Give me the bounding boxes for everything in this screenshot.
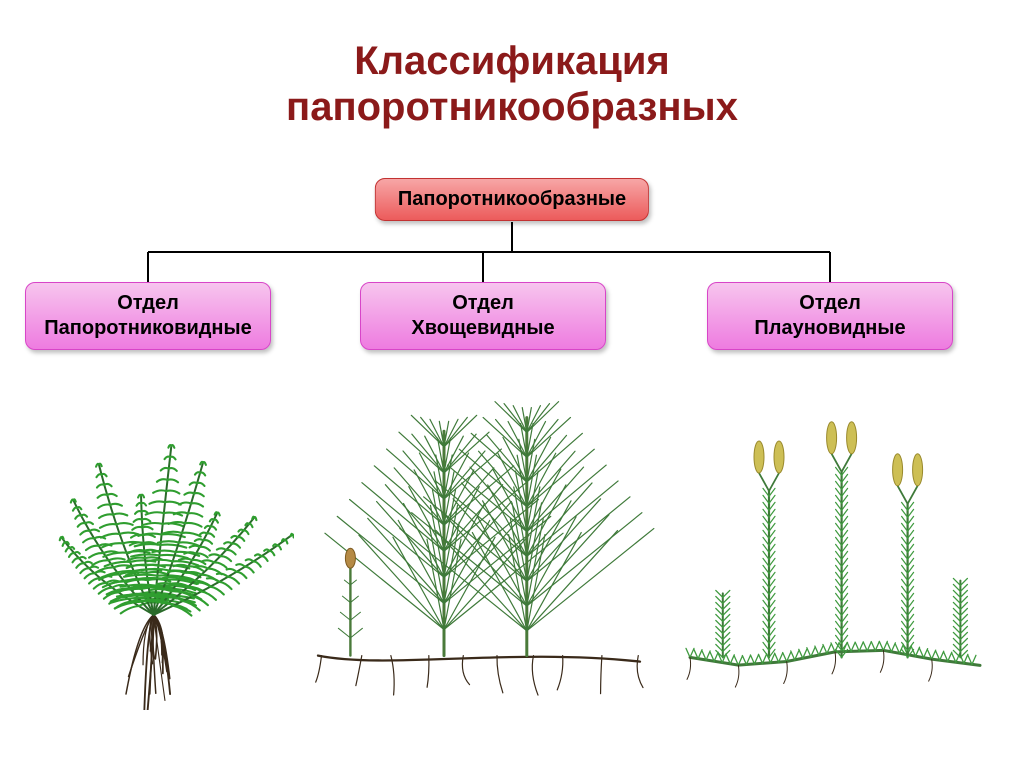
slide: Классификация папоротникообразных Папоро… bbox=[0, 0, 1024, 767]
horsetail-illustration bbox=[300, 370, 660, 710]
fern-illustration bbox=[24, 370, 294, 710]
clubmoss-illustration bbox=[670, 395, 1000, 715]
